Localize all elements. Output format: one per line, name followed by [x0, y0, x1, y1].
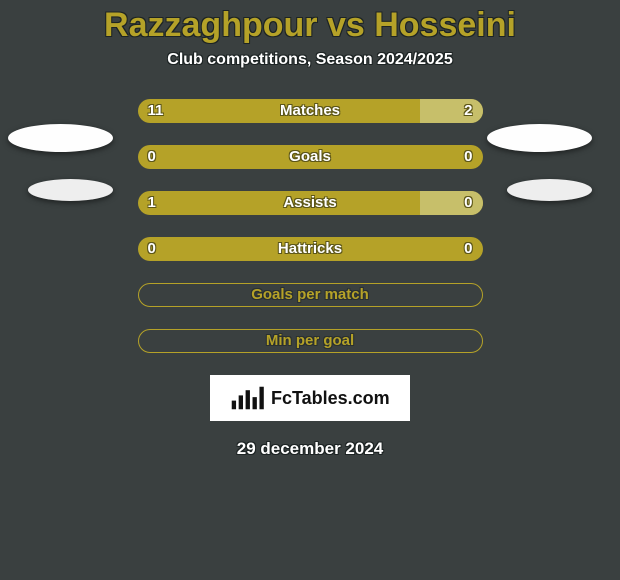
stat-label: Hattricks	[138, 237, 483, 261]
subtitle: Club competitions, Season 2024/2025	[0, 51, 620, 69]
player1-name: Razzaghpour	[104, 6, 317, 44]
date-label: 29 december 2024	[0, 439, 620, 459]
stat-row-min-per-goal: Min per goal	[138, 329, 483, 353]
stat-label: Goals	[138, 145, 483, 169]
stat-label: Goals per match	[139, 284, 482, 306]
player1-shadow	[28, 179, 113, 201]
vs-label: vs	[327, 6, 365, 44]
stat-label: Assists	[138, 191, 483, 215]
player2-shadow	[507, 179, 592, 201]
page-title: Razzaghpour vs Hosseini	[0, 6, 620, 45]
player2-avatar-placeholder	[487, 124, 592, 152]
watermark-badge: FcTables.com	[210, 375, 410, 421]
bars-icon	[230, 385, 265, 411]
stat-row-goals-per-match: Goals per match	[138, 283, 483, 307]
stat-row-matches: 112Matches	[138, 99, 483, 123]
stat-label: Min per goal	[139, 330, 482, 352]
watermark-text: FcTables.com	[271, 388, 390, 409]
stat-row-hattricks: 00Hattricks	[138, 237, 483, 261]
player2-name: Hosseini	[374, 6, 516, 44]
player1-avatar-placeholder	[8, 124, 113, 152]
comparison-chart: 112Matches 00Goals 10Assists 00Hattricks Goa…	[138, 99, 483, 353]
stat-label: Matches	[138, 99, 483, 123]
stat-row-assists: 10Assists	[138, 191, 483, 215]
stat-row-goals: 00Goals	[138, 145, 483, 169]
